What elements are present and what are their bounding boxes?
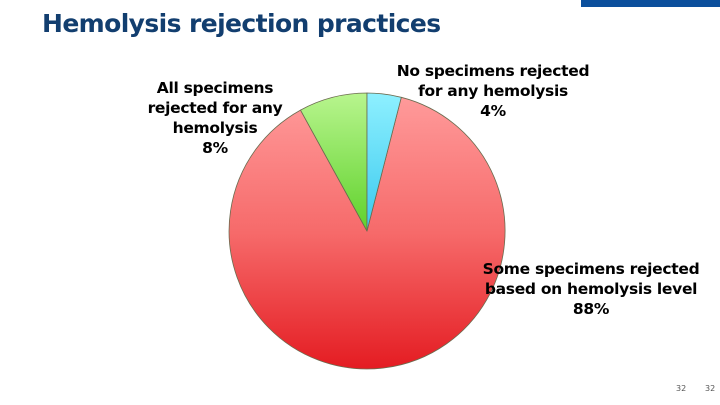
pct-some-rejected: 88% bbox=[572, 300, 610, 318]
slide-title: Hemolysis rejection practices bbox=[42, 9, 441, 38]
page-number: 32 bbox=[676, 384, 687, 393]
label-all-rejected: All specimens rejected for any hemolysis… bbox=[130, 78, 300, 158]
pct-all-rejected: 8% bbox=[202, 139, 228, 157]
label-some-rejected: Some specimens rejected based on hemolys… bbox=[466, 259, 716, 319]
label-none-rejected: No specimens rejected for any hemolysis … bbox=[383, 61, 603, 121]
pct-none-rejected: 4% bbox=[480, 102, 506, 120]
slice-some-rejected bbox=[228, 96, 506, 370]
accent-bar bbox=[581, 0, 720, 7]
page-number: 32 bbox=[705, 384, 716, 393]
slice-none-rejected bbox=[366, 92, 402, 232]
